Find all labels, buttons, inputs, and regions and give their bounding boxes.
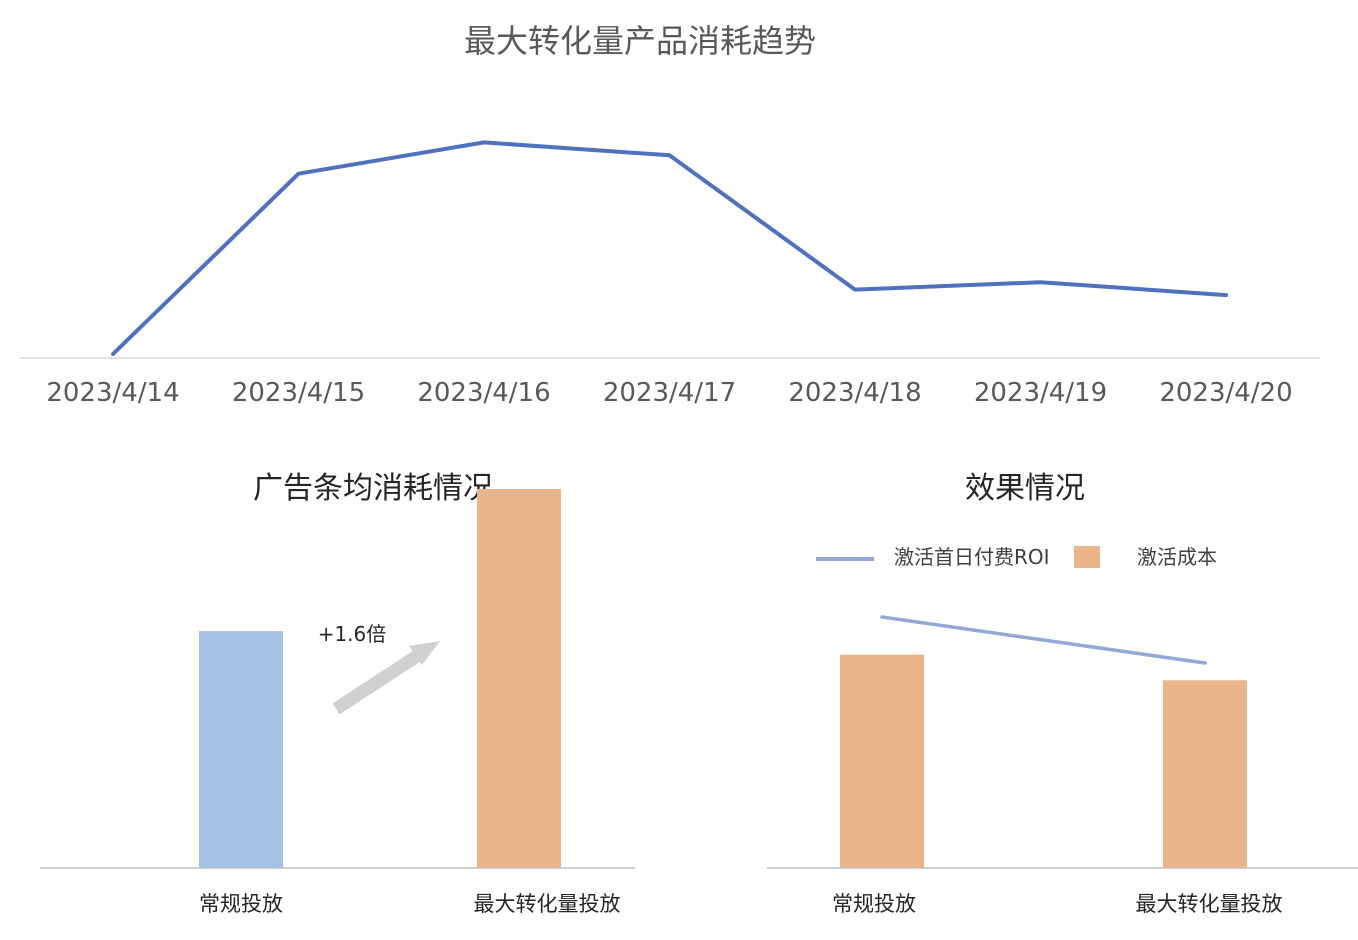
legend-cost-label: 激活成本 [1137, 545, 1217, 569]
avg-spend-category-label: 最大转化量投放 [474, 892, 621, 916]
avg-spend-chart-title: 广告条均消耗情况 [253, 471, 493, 506]
avg-spend-bar-chart: 广告条均消耗情况 +1.6倍 常规投放 最大转化量投放 [40, 471, 635, 916]
increase-annotation: +1.6倍 [318, 622, 387, 646]
trend-x-tick-label: 2023/4/15 [232, 378, 365, 408]
avg-spend-category-label: 常规投放 [199, 892, 283, 916]
trend-x-tick-label: 2023/4/16 [417, 378, 550, 408]
effect-cost-bar [840, 654, 924, 868]
trend-x-tick-label: 2023/4/17 [603, 378, 736, 408]
trend-x-tick-label: 2023/4/19 [974, 378, 1107, 408]
increase-arrow-icon [332, 641, 440, 715]
legend-cost-swatch [1074, 546, 1100, 568]
avg-spend-bar [477, 489, 561, 868]
trend-line-chart: 最大转化量产品消耗趋势 2023/4/14 2023/4/15 2023/4/16 2… [20, 22, 1320, 408]
effect-roi-line [880, 615, 1207, 665]
effect-category-label: 最大转化量投放 [1136, 892, 1283, 916]
avg-spend-bar [199, 631, 283, 868]
trend-chart-title: 最大转化量产品消耗趋势 [464, 22, 816, 60]
effect-combo-chart: 效果情况 激活首日付费ROI 激活成本 常规投放 最大转化量投放 [767, 471, 1358, 916]
effect-cost-bar [1163, 680, 1247, 868]
effect-chart-title: 效果情况 [965, 471, 1085, 506]
trend-x-tick-label: 2023/4/14 [46, 378, 179, 408]
trend-x-tick-label: 2023/4/18 [788, 378, 921, 408]
trend-series-line [111, 140, 1228, 356]
effect-legend: 激活首日付费ROI 激活成本 [816, 545, 1217, 569]
trend-x-tick-label: 2023/4/20 [1159, 378, 1292, 408]
effect-category-label: 常规投放 [832, 892, 916, 916]
legend-roi-label: 激活首日付费ROI [894, 545, 1050, 569]
